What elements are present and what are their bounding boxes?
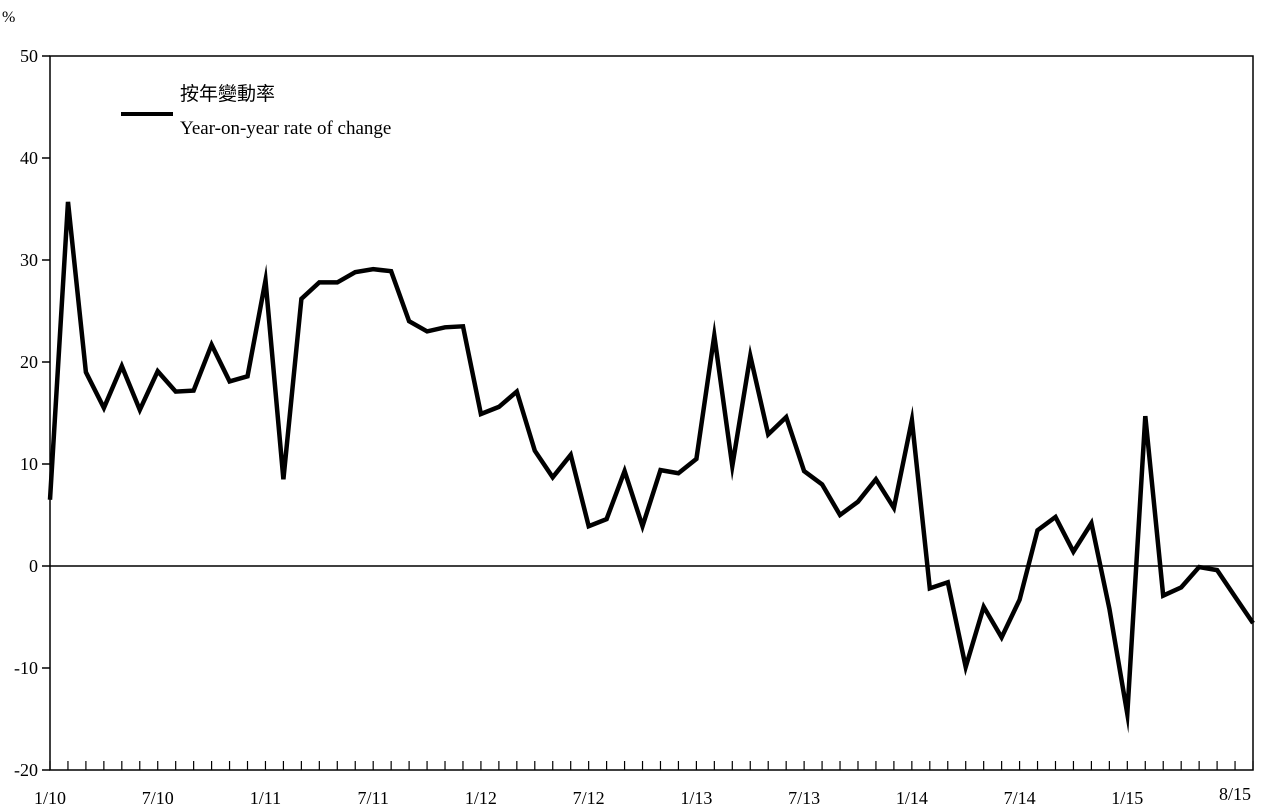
- x-tick-label: 7/10: [142, 788, 174, 808]
- x-tick-label: 1/14: [896, 788, 928, 808]
- y-tick-label: 20: [20, 352, 38, 372]
- y-tick-label: 40: [20, 148, 38, 168]
- x-tick-label: 1/10: [34, 788, 66, 808]
- x-axis-ticks: 1/10 7/10 1/11 7/11 1/12 7/12 1/13 7/13 1/14 7/14…: [34, 761, 1254, 808]
- y-tick-label: -20: [14, 760, 38, 780]
- y-axis-unit-label: %: [2, 9, 15, 26]
- series-layer: [47, 201, 1255, 734]
- x-tick-label: 8/15: [1219, 784, 1251, 804]
- x-tick-label: 1/13: [680, 788, 712, 808]
- legend-label-english: Year-on-year rate of change: [180, 118, 391, 139]
- x-tick-label: 7/13: [788, 788, 820, 808]
- x-tick-label: 7/12: [573, 788, 605, 808]
- x-tick-label: 1/12: [465, 788, 497, 808]
- y-tick-label: 50: [20, 46, 38, 66]
- y-axis-ticks: -20 -10 0 10 20 30 40 50: [14, 46, 50, 780]
- legend: 按年變動率 Year-on-year rate of change: [121, 83, 391, 139]
- y-tick-label: 30: [20, 250, 38, 270]
- plot-frame: [49, 55, 1254, 771]
- y-tick-label: -10: [14, 658, 38, 678]
- series-line: [47, 201, 1255, 734]
- x-tick-label: 7/14: [1004, 788, 1036, 808]
- x-tick-label: 7/11: [358, 788, 389, 808]
- y-tick-label: 0: [29, 556, 38, 576]
- y-tick-label: 10: [20, 454, 38, 474]
- x-tick-label: 1/11: [250, 788, 281, 808]
- x-tick-label: 1/15: [1111, 788, 1143, 808]
- legend-label-chinese: 按年變動率: [180, 83, 275, 105]
